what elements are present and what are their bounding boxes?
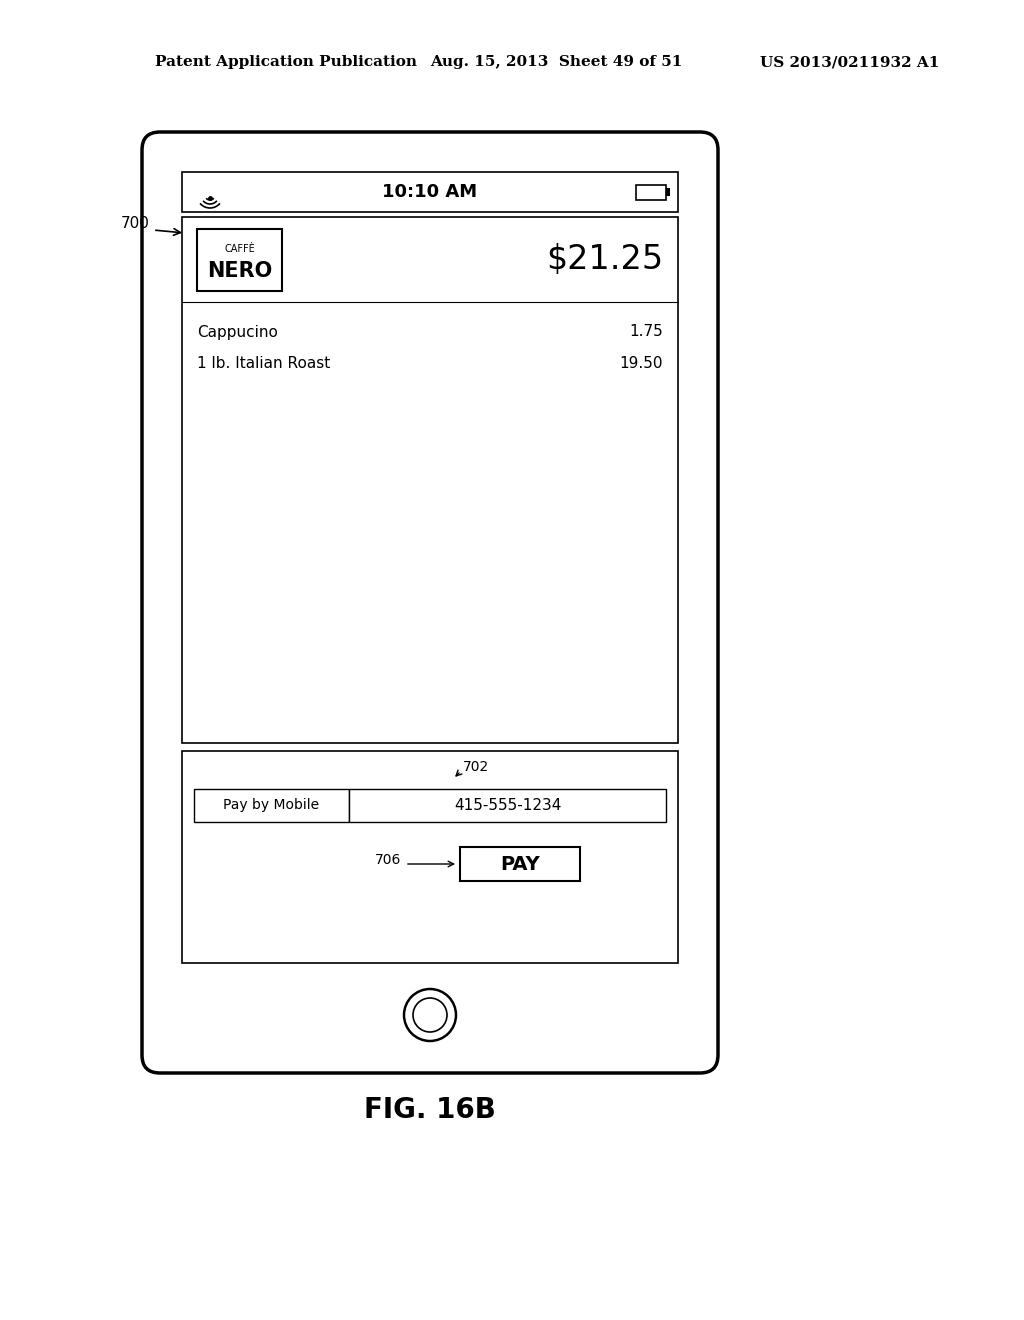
Bar <box>349 789 666 822</box>
Bar <box>666 187 670 195</box>
Text: Aug. 15, 2013  Sheet 49 of 51: Aug. 15, 2013 Sheet 49 of 51 <box>430 55 682 69</box>
Bar <box>460 847 580 880</box>
Bar <box>182 216 678 743</box>
Text: 706: 706 <box>375 853 401 867</box>
Text: Cappucino: Cappucino <box>197 325 278 339</box>
Text: 10:10 AM: 10:10 AM <box>382 183 477 201</box>
Text: NERO: NERO <box>207 261 272 281</box>
Text: 700: 700 <box>121 216 150 231</box>
Text: US 2013/0211932 A1: US 2013/0211932 A1 <box>760 55 939 69</box>
Circle shape <box>404 989 456 1041</box>
Text: 19.50: 19.50 <box>620 356 663 371</box>
Circle shape <box>413 998 447 1032</box>
Text: 702: 702 <box>463 760 489 774</box>
FancyBboxPatch shape <box>142 132 718 1073</box>
Bar <box>182 751 678 964</box>
Text: CAFFÈ: CAFFÈ <box>224 244 255 253</box>
Bar <box>182 172 678 213</box>
Text: FIG. 16B: FIG. 16B <box>365 1096 496 1125</box>
Bar <box>194 789 349 822</box>
Bar <box>197 228 282 290</box>
Text: Patent Application Publication: Patent Application Publication <box>155 55 417 69</box>
Text: PAY: PAY <box>500 854 540 874</box>
Text: $21.25: $21.25 <box>546 243 663 276</box>
Text: 1.75: 1.75 <box>630 325 663 339</box>
Bar <box>636 185 666 199</box>
Text: Pay by Mobile: Pay by Mobile <box>223 799 319 813</box>
Text: 1 lb. Italian Roast: 1 lb. Italian Roast <box>197 356 331 371</box>
Text: 415-555-1234: 415-555-1234 <box>454 799 561 813</box>
